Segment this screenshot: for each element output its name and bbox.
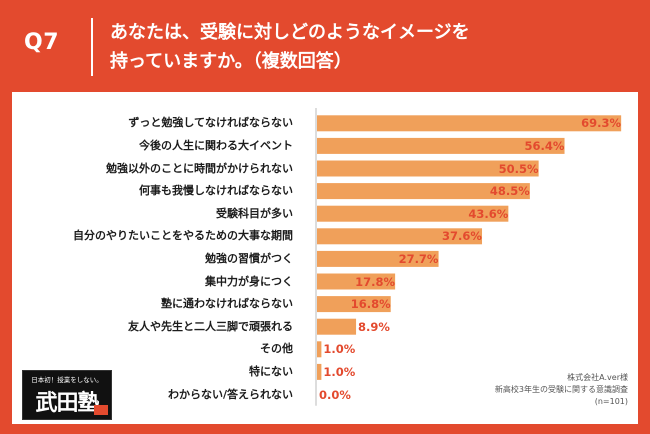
bar-0 — [317, 115, 622, 132]
category-label-12: わからない/答えられない — [167, 387, 293, 401]
category-label-0: ずっと勉強してなければならない — [128, 116, 293, 130]
logo-tagline: 日本初！授業をしない。 — [31, 376, 103, 384]
value-label-0: 69.3% — [581, 116, 622, 131]
bar-10 — [317, 341, 322, 358]
bar-7 — [317, 273, 396, 290]
category-label-5: 自分のやりたいことをやるための大事な期間 — [73, 229, 293, 243]
value-label-5: 37.6% — [442, 229, 482, 244]
question-line-1: あなたは、受験に対しどのようなイメージを — [110, 22, 470, 43]
category-label-4: 受験科目が多い — [216, 206, 293, 220]
question-text: あなたは、受験に対しどのようなイメージを 持っていますか。（複数回答） — [110, 18, 630, 76]
header-divider — [91, 18, 93, 76]
bar-9 — [317, 318, 357, 335]
category-label-2: 勉強以外のことに時間がかけられない — [106, 161, 293, 175]
bar-2 — [317, 160, 539, 177]
category-label-10: その他 — [260, 342, 293, 356]
takeda-juku-logo: 日本初！授業をしない。 武田塾 — [22, 370, 112, 420]
header: Q7 あなたは、受験に対しどのようなイメージを 持っていますか。（複数回答） — [0, 0, 650, 92]
value-label-1: 56.4% — [524, 138, 565, 153]
category-label-1: 今後の人生に関わる大イベント — [139, 138, 293, 152]
source-sample-size: (n=101) — [594, 397, 628, 406]
category-label-3: 何事も我慢しなければならない — [139, 184, 293, 198]
bar-1 — [317, 137, 565, 154]
bar-chart — [315, 108, 622, 406]
value-label-4: 43.6% — [468, 206, 509, 221]
bar-5 — [317, 228, 483, 245]
category-label-8: 塾に通わなければならない — [161, 297, 293, 311]
value-label-3: 48.5% — [489, 184, 530, 199]
question-line-2: 持っていますか。（複数回答） — [110, 51, 352, 72]
question-number: Q7 — [24, 30, 60, 55]
source-survey: 新高校3年生の受験に関する意識調査 — [494, 385, 628, 394]
category-label-7: 集中力が身につく — [205, 274, 293, 288]
bar-4 — [317, 205, 509, 222]
value-label-7: 17.8% — [355, 274, 396, 289]
value-label-8: 16.8% — [350, 297, 391, 312]
logo-badge — [94, 405, 108, 415]
bar-3 — [317, 183, 530, 200]
chart-panel: ずっと勉強してなければならない 69.3% 今後の人生に関わる大イベント 56.4% 勉… — [12, 92, 638, 424]
category-label-9: 友人や先生と二人三脚で頑張れる — [128, 319, 293, 333]
bar-8 — [317, 296, 391, 313]
value-label-6: 27.7% — [398, 251, 439, 266]
logo-name: 武田塾 — [35, 390, 99, 416]
source-company: 株式会社A.ver様 — [567, 373, 628, 382]
value-label-12: 0.0% — [319, 387, 351, 402]
bar-11 — [317, 363, 322, 380]
category-label-11: 特にない — [249, 364, 293, 378]
bar-6 — [317, 250, 439, 267]
value-label-11: 1.0% — [323, 364, 356, 379]
value-label-2: 50.5% — [498, 161, 539, 176]
category-label-6: 勉強の習慣がつく — [205, 251, 293, 265]
value-label-10: 1.0% — [323, 342, 356, 357]
source-note: 株式会社A.ver様 新高校3年生の受験に関する意識調査 (n=101) — [408, 372, 628, 408]
value-label-9: 8.9% — [358, 319, 390, 334]
